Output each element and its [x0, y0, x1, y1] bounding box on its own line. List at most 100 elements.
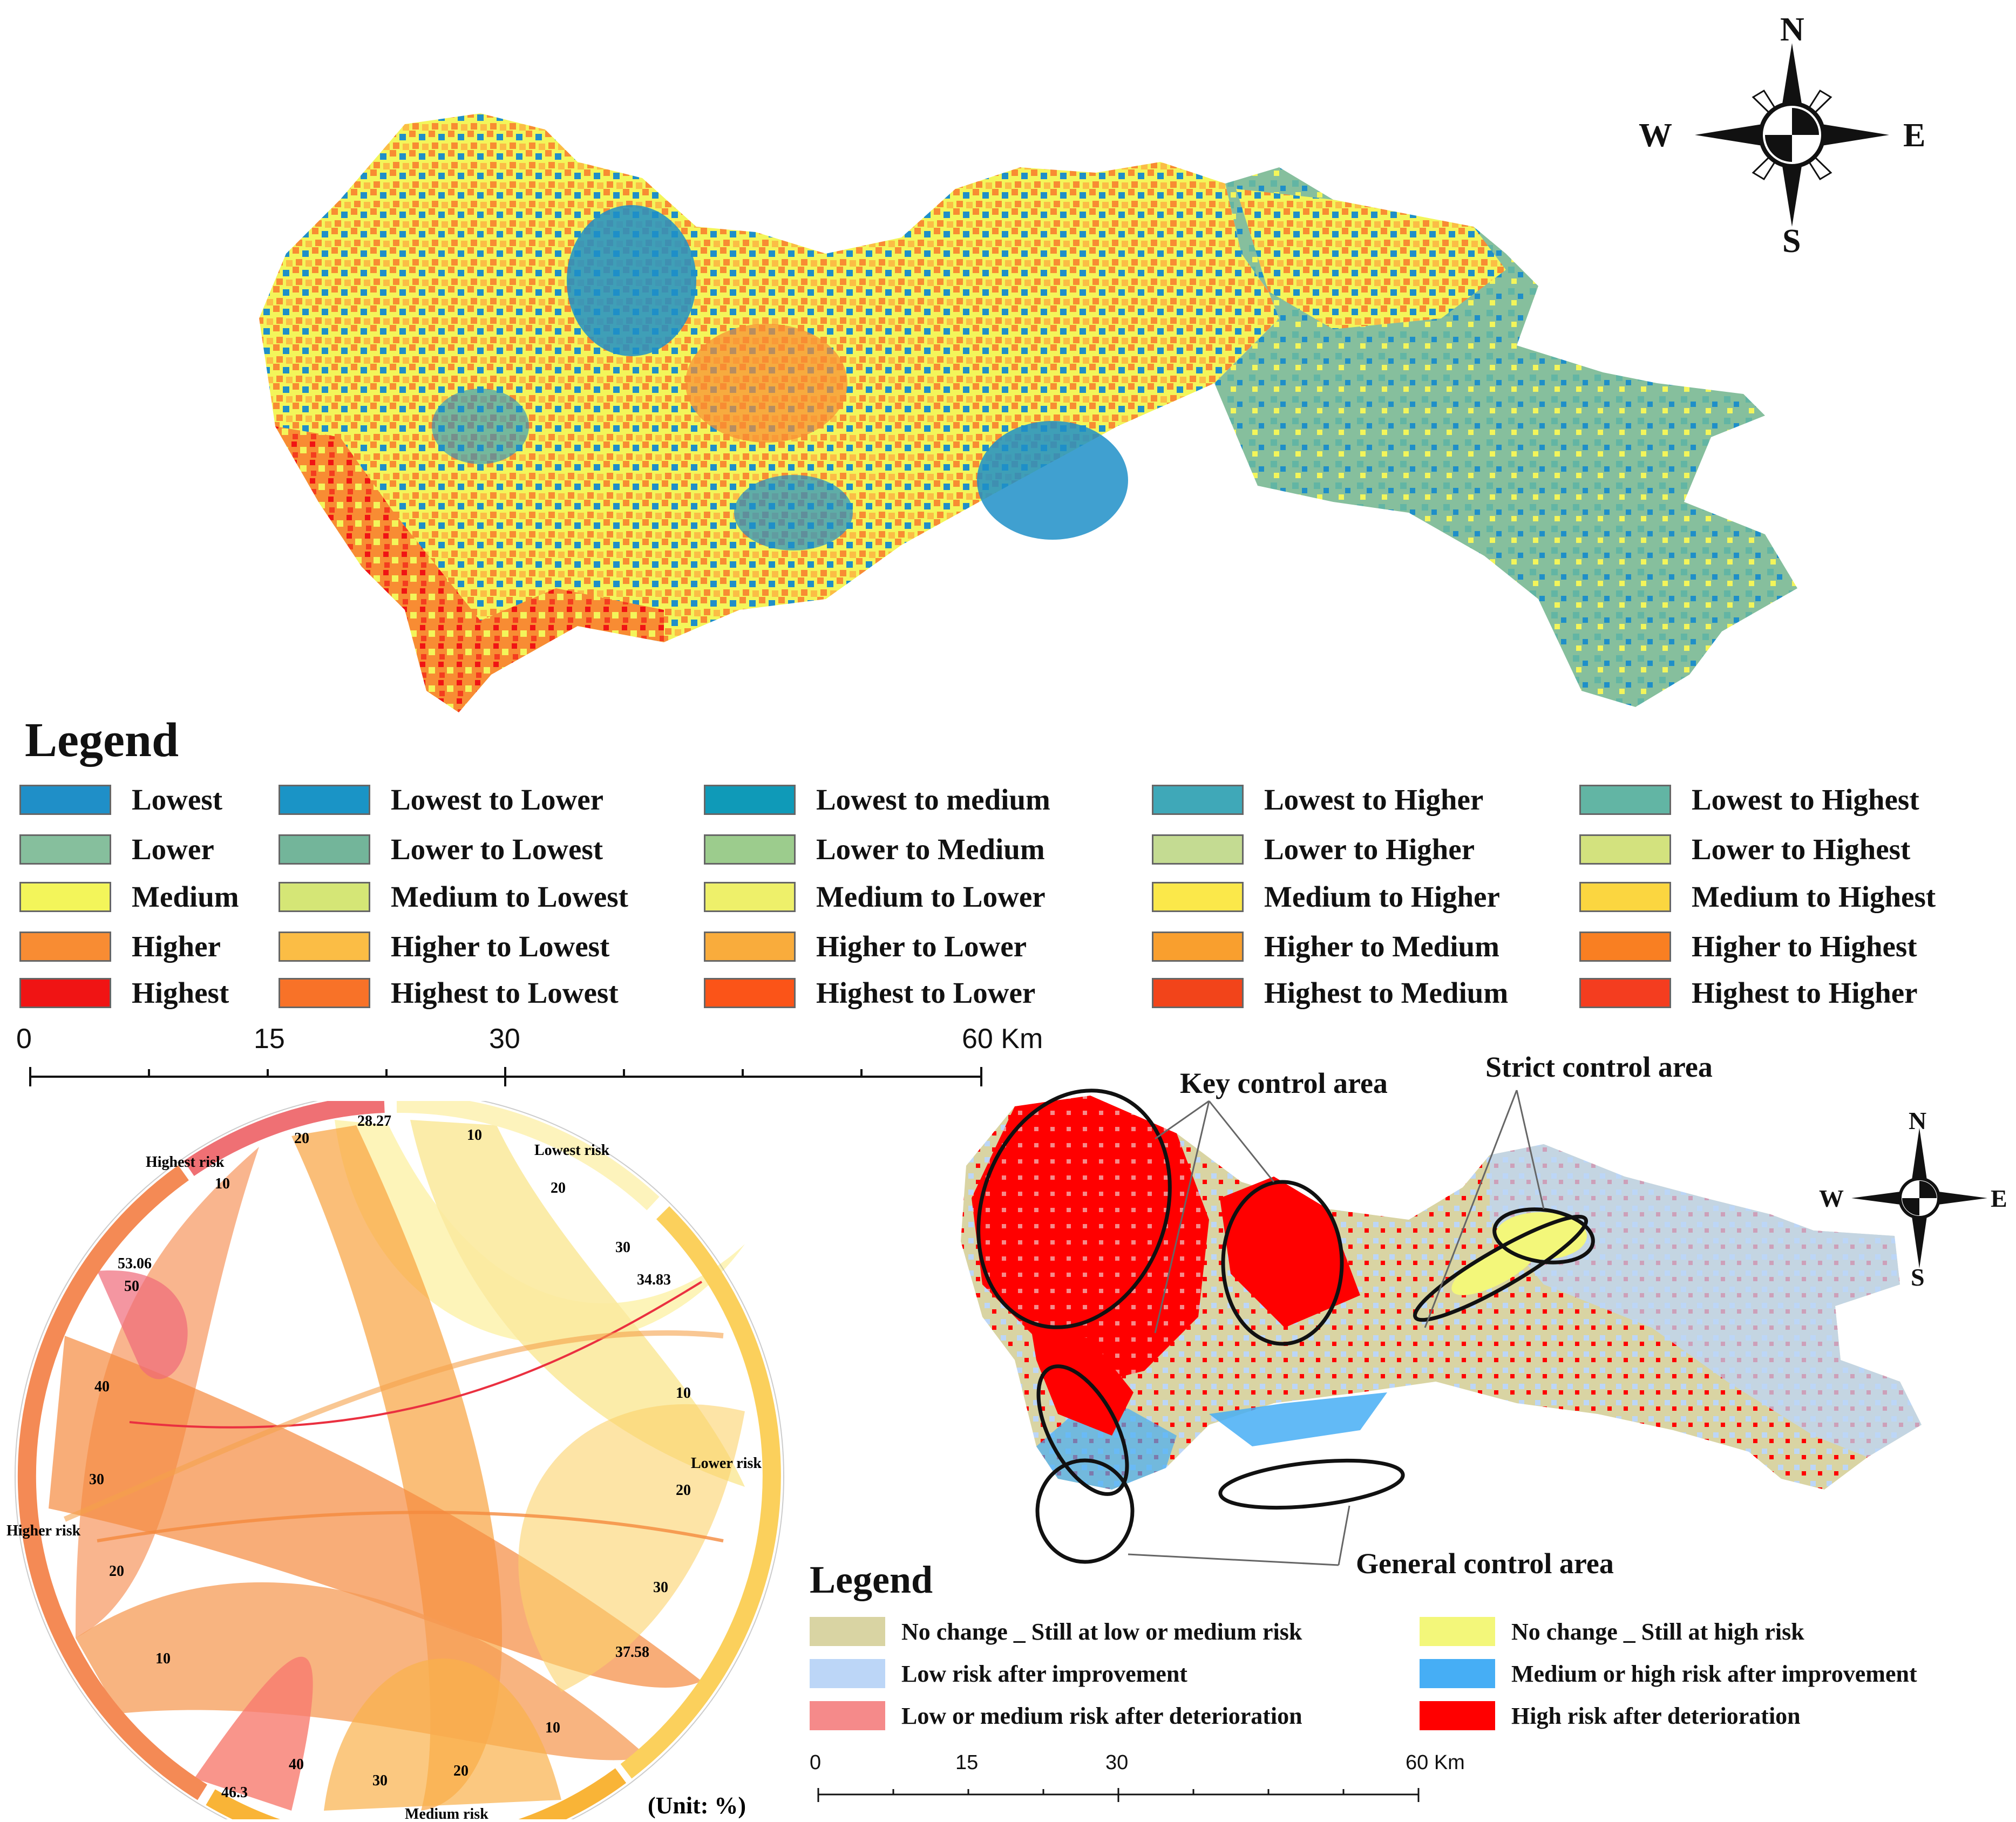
- chord-total-medium: 46.3: [221, 1784, 248, 1801]
- orange-cluster: [685, 324, 847, 443]
- legend1-item: Lower to Lowest: [279, 832, 603, 866]
- legend1-item: Lowest: [19, 783, 222, 817]
- chord-label-highest: Highest risk: [146, 1154, 225, 1171]
- scale-bar-bottom: 0 15 30 60 Km: [810, 1751, 1522, 1805]
- general-control-ellipse: [1218, 1458, 1405, 1510]
- scale1-label-60: 60 Km: [962, 1023, 1043, 1055]
- legend1-swatch: [1579, 834, 1671, 865]
- chord-total-lowest: 34.83: [637, 1272, 671, 1288]
- legend1-label: Higher to Lower: [816, 930, 1027, 963]
- scale2-label-15: 15: [955, 1751, 979, 1774]
- compass-bottom: N S W E: [1819, 1106, 2013, 1291]
- legend1-swatch: [279, 784, 370, 815]
- legend1-swatch: [704, 834, 796, 865]
- legend2-swatch: [1420, 1701, 1495, 1730]
- legend1-label: Lower to Highest: [1692, 833, 1911, 866]
- legend1-label: Lowest to Highest: [1692, 783, 1919, 816]
- legend1-label: Lowest to Higher: [1264, 783, 1484, 816]
- legend1-swatch: [19, 881, 111, 912]
- legend1-label: Highest: [132, 976, 229, 1009]
- legend1-swatch: [1152, 881, 1244, 912]
- legend1-swatch: [704, 881, 796, 912]
- tick: 20: [551, 1180, 566, 1196]
- tick: 10: [676, 1385, 691, 1402]
- compass-rose-icon: [1851, 1128, 1987, 1268]
- legend2: No change _ Still at low or medium risk L…: [810, 1617, 2013, 1746]
- legend1-label: Lowest to medium: [816, 783, 1050, 816]
- legend1-swatch: [1579, 931, 1671, 962]
- legend1-item: Lowest to medium: [704, 783, 1050, 817]
- legend1-label: Higher to Highest: [1692, 930, 1917, 963]
- tick: 10: [155, 1650, 171, 1667]
- legend1-label: Lowest: [132, 783, 223, 816]
- legend1-swatch: [279, 931, 370, 962]
- legend1-label: Lower: [132, 833, 214, 866]
- legend2-item: Medium or high risk after improvement: [1420, 1659, 1917, 1688]
- legend1-item: Lowest to Lower: [279, 783, 603, 817]
- bottom-change-map: [950, 1058, 2008, 1597]
- scale2-label-0: 0: [810, 1751, 822, 1774]
- legend1-swatch: [279, 834, 370, 865]
- compass2-e: E: [1991, 1185, 2007, 1212]
- legend1-label: Highest to Higher: [1692, 976, 1918, 1009]
- compass2-n: N: [1909, 1107, 1927, 1134]
- legend1-swatch: [19, 834, 111, 865]
- legend1-swatch: [1152, 977, 1244, 1008]
- legend2-label: No change _ Still at low or medium risk: [901, 1618, 1302, 1645]
- legend1-swatch: [704, 931, 796, 962]
- legend1-item: Higher to Lowest: [279, 929, 609, 963]
- legend1-item: Lower to Medium: [704, 832, 1045, 866]
- tick: 20: [453, 1763, 469, 1779]
- legend1-swatch: [1579, 881, 1671, 912]
- legend1-swatch: [1152, 784, 1244, 815]
- tick: 10: [467, 1127, 482, 1144]
- chord-total-higher: 53.06: [118, 1255, 152, 1272]
- legend1-label: Medium: [132, 880, 239, 913]
- legend2-item: Low risk after improvement: [810, 1659, 1187, 1688]
- chord-total-lower: 37.58: [615, 1644, 649, 1661]
- legend2-swatch: [1420, 1617, 1495, 1646]
- scale1-line: [29, 1067, 982, 1086]
- bottom-map-svg: [961, 1089, 1922, 1566]
- compass-rose-icon: [1695, 43, 1889, 227]
- tick: 10: [215, 1175, 230, 1192]
- blue-cluster: [734, 475, 853, 550]
- tick: 30: [615, 1239, 630, 1256]
- legend1-item: Medium to Lowest: [279, 880, 628, 914]
- legend1-label: Lower to Medium: [816, 833, 1045, 866]
- tick: 40: [289, 1756, 304, 1773]
- chord-label-lowest: Lowest risk: [534, 1142, 610, 1159]
- chord-diagram: (Unit: %) Highest risk Lowest risk Lower…: [0, 1091, 799, 1822]
- scale2-label-30: 30: [1105, 1751, 1129, 1774]
- legend1-item: Lower to Highest: [1579, 832, 1910, 866]
- chord-total-highest: 28.27: [357, 1113, 391, 1130]
- legend2-swatch: [810, 1701, 885, 1730]
- legend1-swatch: [1152, 931, 1244, 962]
- legend1-label: Medium to Lower: [816, 880, 1046, 913]
- scale1-label-15: 15: [254, 1023, 285, 1055]
- scale1-label-0: 0: [16, 1023, 32, 1055]
- legend1-item: Medium to Higher: [1152, 880, 1500, 914]
- legend1-label: Medium to Higher: [1264, 880, 1500, 913]
- legend2-label: Low or medium risk after deterioration: [901, 1702, 1302, 1729]
- south-edge-high: [275, 426, 664, 712]
- strict-control-ellipse: [1492, 1207, 1595, 1264]
- legend1-item: Higher to Medium: [1152, 929, 1499, 963]
- legend1-label: Highest to Lower: [816, 976, 1036, 1009]
- key-control-label: Key control area: [1180, 1067, 1388, 1099]
- legend1-swatch: [1152, 834, 1244, 865]
- strict-control-label: Strict control area: [1485, 1051, 1713, 1083]
- key-control-ellipse: [1036, 1364, 1129, 1496]
- legend1-label: Medium to Lowest: [391, 880, 628, 913]
- legend1-swatch: [704, 977, 796, 1008]
- legend1-item: Highest to Higher: [1579, 976, 1918, 1010]
- key-control-ellipse: [1221, 1180, 1344, 1346]
- legend1-swatch: [704, 784, 796, 815]
- legend1-label: Higher: [132, 930, 221, 963]
- tick: 50: [124, 1278, 139, 1295]
- compass-s: S: [1782, 223, 1801, 260]
- tick: 10: [545, 1719, 560, 1736]
- legend1-label: Higher to Medium: [1264, 930, 1499, 963]
- legend2-item: No change _ Still at low or medium risk: [810, 1617, 1302, 1646]
- blue-cluster: [567, 205, 696, 356]
